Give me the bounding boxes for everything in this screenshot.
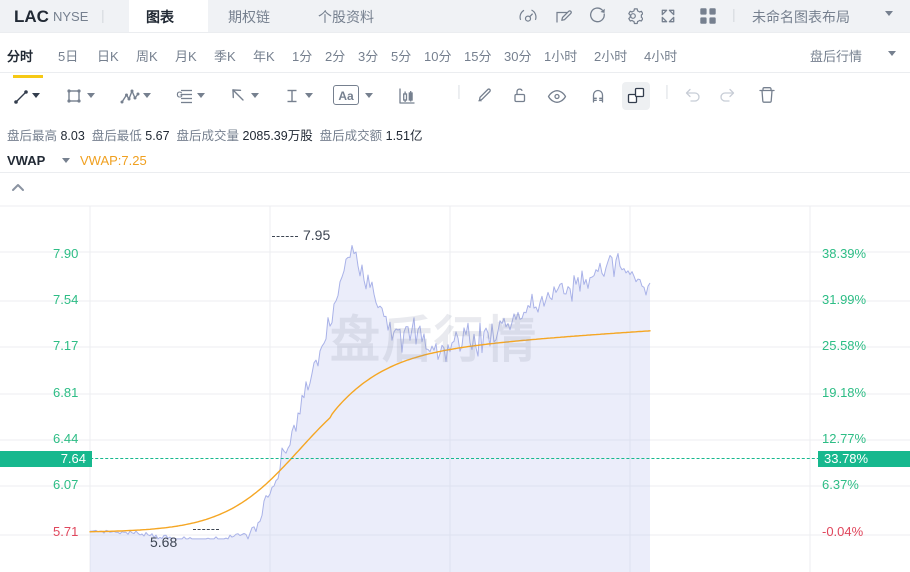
svg-text:G: G [177,91,183,100]
